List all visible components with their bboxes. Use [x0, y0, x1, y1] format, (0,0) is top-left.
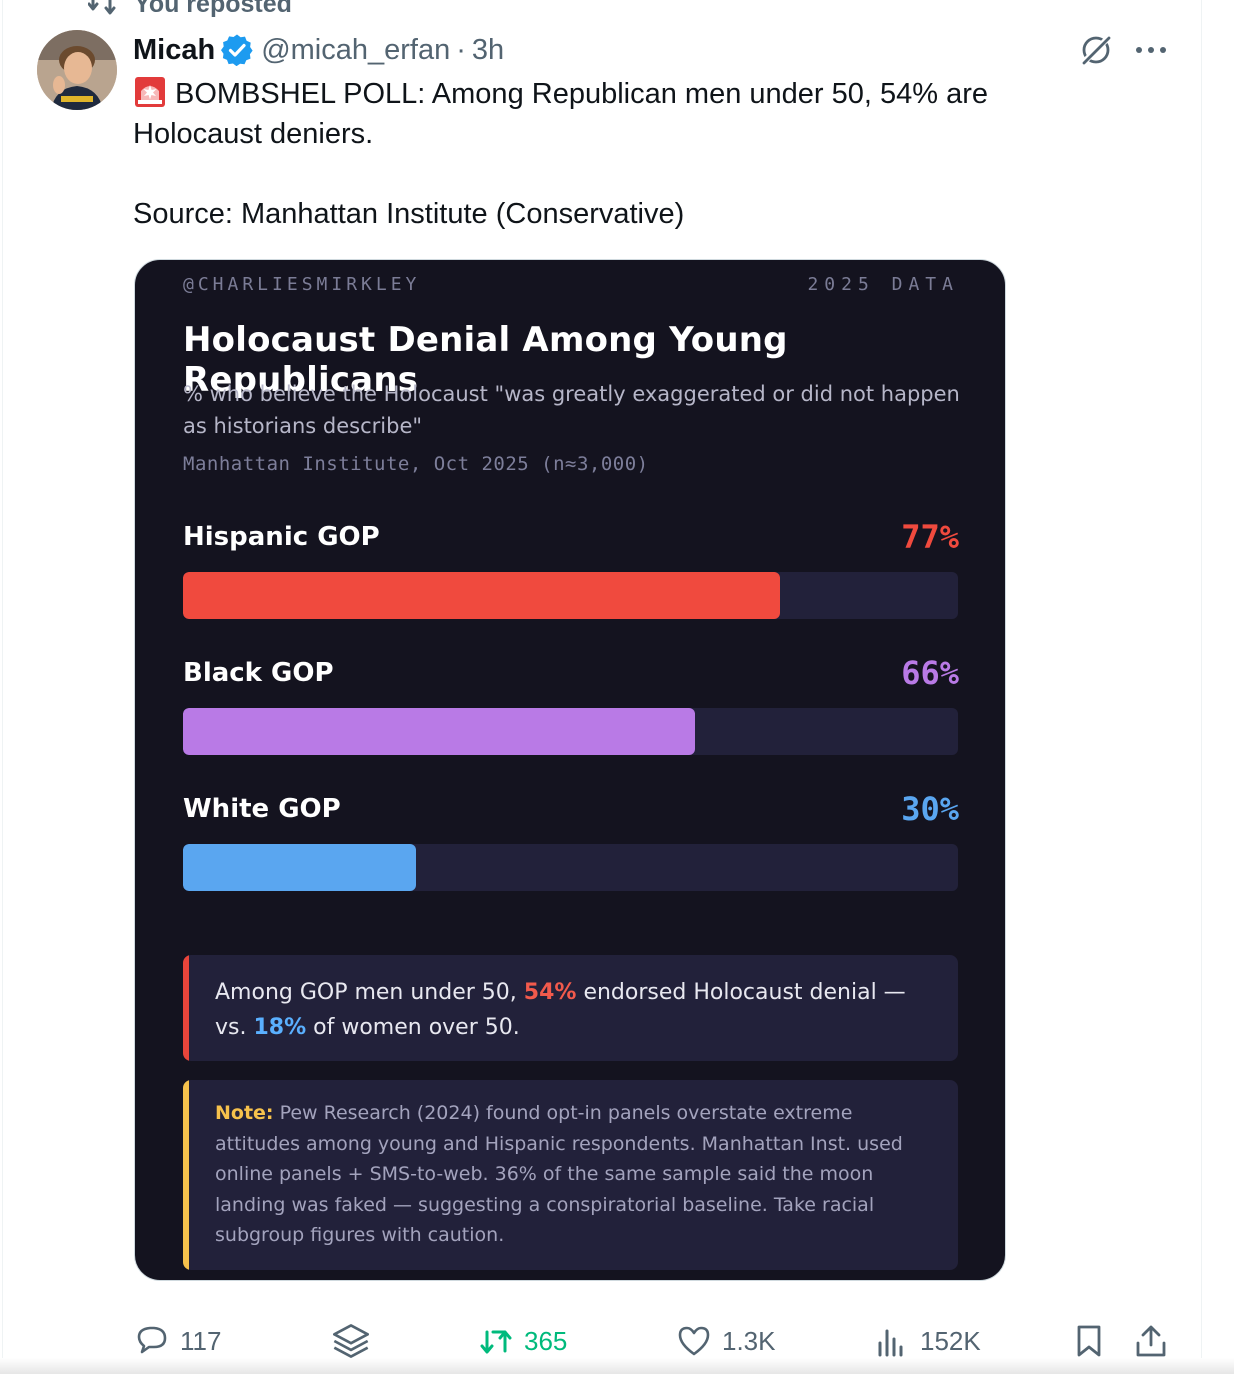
bar-label-hispanic-gop: Hispanic GOP [183, 522, 380, 552]
note-text: Note: Pew Research (2024) found opt-in p… [215, 1098, 935, 1251]
retweet-icon [480, 1330, 512, 1354]
post-text: BOMBSHEL POLL: Among Republican men unde… [133, 74, 1053, 154]
grok-icon[interactable] [1078, 32, 1114, 68]
repost-label: You reposted [134, 0, 292, 18]
layers-icon [333, 1324, 369, 1358]
bar-track-black-gop [183, 708, 958, 755]
repost-icon [88, 0, 116, 15]
like-count: 1.3K [722, 1325, 776, 1356]
post-source-line: Source: Manhattan Institute (Conservativ… [133, 198, 685, 230]
infographic-chart: @CHARLIESMIRKLEY 2025 DATA Holocaust Den… [135, 260, 1005, 1280]
methodology-note: Note: Pew Research (2024) found opt-in p… [183, 1080, 958, 1270]
card-watermark-handle: @CHARLIESMIRKLEY [183, 274, 421, 295]
retweet-count: 365 [524, 1325, 568, 1356]
bookmark-icon [1077, 1325, 1101, 1357]
post-header: Micah @micah_erfan · 3h [133, 30, 504, 70]
bar-fill-white-gop [183, 844, 416, 891]
chart-source: Manhattan Institute, Oct 2025 (n≈3,000) [183, 453, 649, 475]
avatar[interactable] [37, 30, 117, 110]
share-button[interactable] [1133, 1316, 1169, 1366]
infographic-card[interactable]: @CHARLIESMIRKLEY 2025 DATA Holocaust Den… [134, 259, 1006, 1281]
bar-fill-hispanic-gop [183, 572, 780, 619]
retweet-button[interactable]: 365 [478, 1316, 567, 1366]
bottom-fade [0, 1358, 1234, 1374]
timeline-border-right [1201, 0, 1202, 1374]
post-actions: 117 365 1.3K 152K [0, 1316, 1234, 1366]
callout-highlight-women: 18% [253, 1015, 307, 1040]
note-accent-bar [183, 1080, 189, 1270]
heart-icon [678, 1326, 710, 1356]
author-name[interactable]: Micah [133, 33, 216, 66]
note-label: Note: [215, 1102, 274, 1124]
repost-indicator[interactable]: You reposted [88, 0, 292, 18]
bar-value-white-gop: 30% [901, 790, 959, 828]
callout-highlight-men: 54% [523, 980, 577, 1005]
reply-icon [137, 1326, 167, 1354]
like-button[interactable]: 1.3K [676, 1316, 776, 1366]
callout-text-post: of women over 50. [306, 1015, 520, 1040]
callout-text: Among GOP men under 50, 54% endorsed Hol… [215, 975, 935, 1045]
reply-button[interactable]: 117 [134, 1316, 221, 1366]
bar-value-black-gop: 66% [901, 654, 959, 692]
bar-label-black-gop: Black GOP [183, 658, 334, 688]
chart-subtitle: % who believe the Holocaust "was greatly… [183, 382, 960, 438]
bookmark-button[interactable] [1071, 1316, 1107, 1366]
views-button[interactable]: 152K [874, 1316, 981, 1366]
stack-button[interactable] [331, 1316, 371, 1366]
rotating-light-emoji-icon [135, 77, 165, 107]
share-icon [1136, 1325, 1166, 1357]
chart-title: Holocaust Denial Among Young Republicans [183, 320, 788, 400]
view-count: 152K [920, 1325, 981, 1356]
post-timestamp[interactable]: 3h [471, 33, 505, 66]
callout-text-mid: endorsed Holocaust denial — vs. [215, 980, 906, 1040]
author-handle[interactable]: @micah_erfan [261, 33, 451, 66]
bar-track-hispanic-gop [183, 572, 958, 619]
note-body: Pew Research (2024) found opt-in panels … [215, 1102, 903, 1246]
card-year-tag: 2025 DATA [807, 274, 959, 295]
callout-text-pre: Among GOP men under 50, [215, 980, 524, 1005]
timeline-border-left [2, 0, 3, 1374]
header-separator: · [456, 33, 466, 66]
avatar-image [37, 30, 117, 110]
callout-accent-bar [183, 955, 189, 1061]
bar-value-hispanic-gop: 77% [901, 518, 959, 556]
post-body-text: BOMBSHEL POLL: Among Republican men unde… [133, 78, 988, 150]
verified-badge-icon[interactable] [221, 34, 253, 66]
more-options-icon[interactable] [1134, 38, 1168, 62]
key-finding-callout: Among GOP men under 50, 54% endorsed Hol… [183, 955, 958, 1061]
reply-count: 117 [180, 1325, 222, 1356]
bar-fill-black-gop [183, 708, 695, 755]
views-chart-icon [878, 1329, 903, 1357]
bar-track-white-gop [183, 844, 958, 891]
bar-label-white-gop: White GOP [183, 794, 341, 824]
